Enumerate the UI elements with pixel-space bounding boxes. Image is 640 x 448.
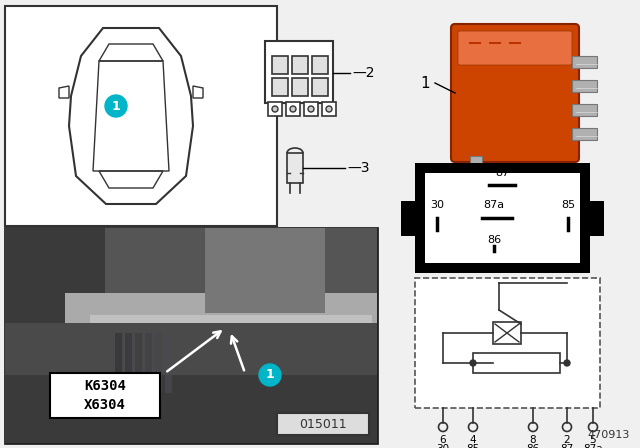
- Bar: [5, 323, 377, 378]
- Bar: [272, 78, 288, 96]
- Text: 8: 8: [530, 435, 536, 445]
- Bar: [470, 156, 482, 176]
- Text: —3: —3: [347, 161, 369, 175]
- Bar: [415, 163, 590, 273]
- Bar: [292, 56, 308, 74]
- Circle shape: [105, 95, 127, 117]
- Bar: [5, 375, 377, 443]
- Bar: [572, 104, 597, 116]
- Bar: [312, 78, 328, 96]
- Bar: [572, 56, 597, 68]
- Circle shape: [470, 360, 476, 366]
- Text: 85: 85: [467, 444, 479, 448]
- Text: —2: —2: [352, 66, 374, 80]
- Bar: [312, 56, 328, 74]
- Bar: [145, 333, 152, 393]
- FancyBboxPatch shape: [451, 24, 579, 162]
- Text: 87: 87: [495, 168, 509, 178]
- Bar: [5, 228, 377, 443]
- Bar: [572, 80, 597, 92]
- Bar: [292, 78, 308, 96]
- Bar: [5, 6, 277, 226]
- Text: 1: 1: [111, 99, 120, 112]
- Bar: [572, 128, 597, 140]
- Bar: [65, 293, 377, 328]
- Text: 2: 2: [564, 435, 570, 445]
- Text: 86: 86: [526, 444, 540, 448]
- Bar: [322, 102, 336, 116]
- Bar: [265, 41, 333, 103]
- Bar: [268, 102, 282, 116]
- Text: 1: 1: [266, 369, 275, 382]
- Bar: [105, 228, 377, 343]
- FancyBboxPatch shape: [458, 31, 572, 65]
- Text: X6304: X6304: [84, 398, 126, 412]
- Circle shape: [259, 364, 281, 386]
- Bar: [272, 56, 288, 74]
- Bar: [401, 201, 417, 236]
- Bar: [277, 413, 369, 435]
- Bar: [135, 333, 142, 393]
- Bar: [415, 278, 600, 408]
- Text: 470913: 470913: [588, 430, 630, 440]
- Circle shape: [326, 106, 332, 112]
- Circle shape: [290, 106, 296, 112]
- Bar: [493, 322, 521, 344]
- Text: 87a: 87a: [483, 200, 504, 210]
- Text: 87a: 87a: [583, 444, 603, 448]
- Bar: [155, 333, 162, 393]
- Text: 1: 1: [420, 76, 430, 90]
- Circle shape: [564, 360, 570, 366]
- Circle shape: [308, 106, 314, 112]
- Text: 30: 30: [436, 444, 449, 448]
- Bar: [165, 333, 172, 393]
- Text: 85: 85: [561, 200, 575, 210]
- Bar: [50, 373, 160, 418]
- Text: 86: 86: [487, 235, 501, 245]
- Bar: [304, 102, 318, 116]
- Bar: [115, 333, 122, 393]
- Bar: [287, 153, 303, 183]
- Bar: [205, 228, 325, 313]
- Text: 6: 6: [440, 435, 446, 445]
- Text: K6304: K6304: [84, 379, 126, 393]
- Text: 4: 4: [470, 435, 476, 445]
- Text: 87: 87: [561, 444, 573, 448]
- Bar: [473, 353, 560, 373]
- Text: 015011: 015011: [299, 418, 347, 431]
- Circle shape: [272, 106, 278, 112]
- Bar: [286, 102, 300, 116]
- Text: 5: 5: [589, 435, 596, 445]
- Bar: [588, 201, 604, 236]
- Bar: [5, 228, 105, 443]
- Text: 30: 30: [430, 200, 444, 210]
- Bar: [125, 333, 132, 393]
- Bar: [425, 173, 580, 263]
- Bar: [90, 315, 372, 323]
